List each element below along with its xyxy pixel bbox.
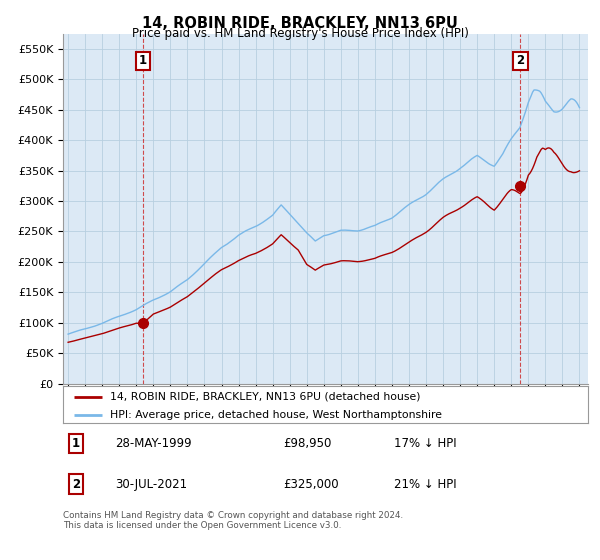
Text: 1: 1 xyxy=(72,437,80,450)
Text: HPI: Average price, detached house, West Northamptonshire: HPI: Average price, detached house, West… xyxy=(110,410,442,420)
Text: £325,000: £325,000 xyxy=(284,478,339,491)
Text: 2: 2 xyxy=(72,478,80,491)
Text: 14, ROBIN RIDE, BRACKLEY, NN13 6PU (detached house): 14, ROBIN RIDE, BRACKLEY, NN13 6PU (deta… xyxy=(110,391,421,402)
Text: 1: 1 xyxy=(139,54,147,68)
Text: Price paid vs. HM Land Registry's House Price Index (HPI): Price paid vs. HM Land Registry's House … xyxy=(131,27,469,40)
Text: £98,950: £98,950 xyxy=(284,437,332,450)
Text: 28-MAY-1999: 28-MAY-1999 xyxy=(115,437,192,450)
Text: Contains HM Land Registry data © Crown copyright and database right 2024.
This d: Contains HM Land Registry data © Crown c… xyxy=(63,511,403,530)
Text: 30-JUL-2021: 30-JUL-2021 xyxy=(115,478,188,491)
Text: 2: 2 xyxy=(517,54,524,68)
Text: 14, ROBIN RIDE, BRACKLEY, NN13 6PU: 14, ROBIN RIDE, BRACKLEY, NN13 6PU xyxy=(142,16,458,31)
Text: 21% ↓ HPI: 21% ↓ HPI xyxy=(394,478,457,491)
Text: 17% ↓ HPI: 17% ↓ HPI xyxy=(394,437,457,450)
